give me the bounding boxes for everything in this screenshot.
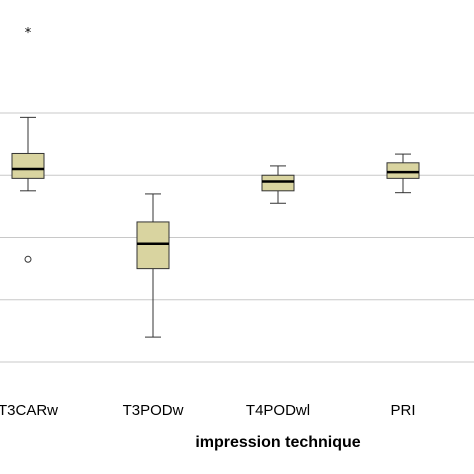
x-tick-label-PRI: PRI xyxy=(390,402,415,419)
box-iqr xyxy=(386,162,420,179)
x-axis-title: impression technique xyxy=(195,434,360,451)
box-T3PODw xyxy=(136,193,170,338)
box-iqr xyxy=(136,221,170,270)
x-tick-label-T4PODwl: T4PODwl xyxy=(246,402,310,419)
box-iqr xyxy=(261,174,295,192)
x-tick-label-T3CARw: T3CARw xyxy=(0,402,58,419)
x-tick-label-T3PODw: T3PODw xyxy=(123,402,184,419)
box-iqr xyxy=(11,152,45,179)
box-PRI xyxy=(386,153,420,194)
x-tick-labels: T3CARw T3PODw T4PODwl PRI xyxy=(0,402,416,419)
box-series: * xyxy=(11,26,420,338)
box-T3CARw: * xyxy=(11,26,45,263)
outlier-point-0 xyxy=(24,255,32,263)
box-T4PODwl xyxy=(261,165,295,204)
extreme-point-0: * xyxy=(25,26,32,41)
gridlines xyxy=(0,112,474,363)
